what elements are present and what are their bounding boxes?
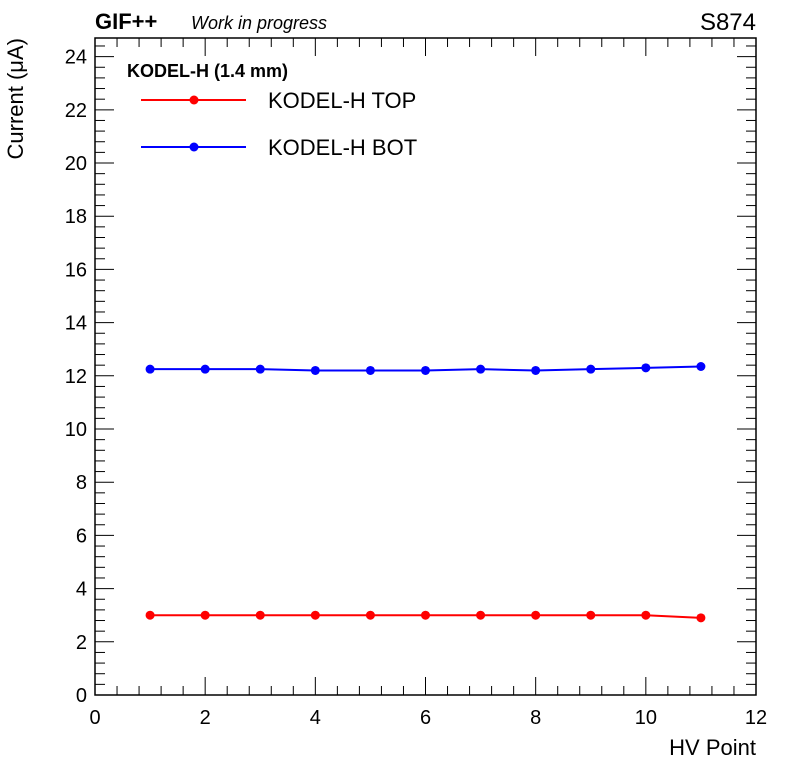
x-tick-label: 4 xyxy=(310,707,321,729)
data-point xyxy=(641,610,651,620)
data-point xyxy=(200,610,210,620)
x-tick-label: 12 xyxy=(745,707,767,729)
y-tick-label: 2 xyxy=(76,632,87,654)
series-layer xyxy=(145,362,706,623)
legend: KODEL-H TOP KODEL-H BOT xyxy=(141,88,417,160)
data-point xyxy=(476,364,486,374)
y-tick-label: 6 xyxy=(76,525,87,547)
data-point xyxy=(145,610,155,620)
x-tick-label: 10 xyxy=(635,707,657,729)
y-tick-label: 12 xyxy=(65,366,87,388)
legend-title: KODEL-H (1.4 mm) xyxy=(127,61,288,81)
status-label: Work in progress xyxy=(191,13,327,33)
y-tick-label: 8 xyxy=(76,472,87,494)
legend-label: KODEL-H BOT xyxy=(268,135,417,160)
x-tick-label: 8 xyxy=(530,707,541,729)
axes-ticks xyxy=(94,38,757,696)
y-tick-label: 0 xyxy=(76,685,87,707)
data-point xyxy=(586,610,596,620)
y-tick-label: 22 xyxy=(65,100,87,122)
data-point xyxy=(586,364,596,374)
y-tick-label: 4 xyxy=(76,579,87,601)
x-tick-label: 0 xyxy=(89,707,100,729)
data-point xyxy=(531,610,541,620)
data-point xyxy=(365,365,375,375)
data-point xyxy=(531,365,541,375)
y-tick-label: 14 xyxy=(65,313,87,335)
data-point xyxy=(200,364,210,374)
data-point xyxy=(696,362,706,371)
data-point xyxy=(255,610,265,620)
y-tick-label: 16 xyxy=(65,259,87,281)
y-axis-title: Current (μA) xyxy=(3,38,28,159)
x-tick-label: 6 xyxy=(420,707,431,729)
data-point xyxy=(641,363,651,373)
y-tick-label: 24 xyxy=(65,47,87,69)
experiment-label: GIF++ xyxy=(95,9,157,34)
data-point xyxy=(310,610,320,620)
legend-label: KODEL-H TOP xyxy=(268,88,416,113)
y-tick-label: 20 xyxy=(65,153,87,175)
y-tick-label: 10 xyxy=(65,419,87,441)
x-axis-title: HV Point xyxy=(669,735,756,760)
data-point xyxy=(145,364,155,374)
data-point xyxy=(255,364,265,374)
data-point xyxy=(310,365,320,375)
data-point xyxy=(476,610,486,620)
data-point xyxy=(421,365,430,375)
data-point xyxy=(421,610,430,620)
legend-marker xyxy=(189,95,199,105)
data-point xyxy=(696,613,706,623)
data-point xyxy=(365,610,375,620)
x-tick-label: 2 xyxy=(200,707,211,729)
legend-marker xyxy=(189,142,199,152)
sample-label: S874 xyxy=(700,9,756,36)
y-tick-label: 18 xyxy=(65,206,87,228)
